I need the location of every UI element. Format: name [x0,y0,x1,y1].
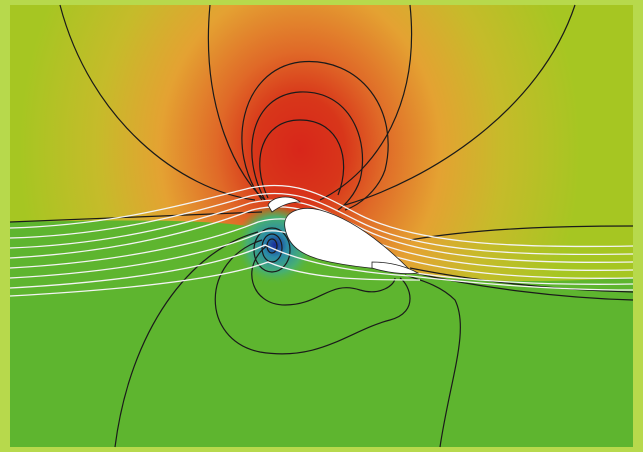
contour-line [344,4,576,206]
contour-line [409,271,634,301]
contour-line [261,233,283,263]
contour-line [59,4,256,201]
contour-line [319,4,413,201]
contour-line [251,244,396,306]
contour-line [114,231,259,448]
contour-line [404,274,461,448]
streamline [9,184,634,248]
streamline [9,192,634,256]
flap [371,261,420,275]
streamline [9,199,634,264]
contour-line [409,267,634,293]
contour-line [251,91,364,211]
contour-line [409,225,634,241]
slat [267,196,301,213]
contour-line [9,211,263,223]
streamline [9,261,421,297]
streamline [9,244,634,291]
contour-line [241,61,389,211]
contour-line [214,239,411,355]
contour-line [259,119,345,199]
